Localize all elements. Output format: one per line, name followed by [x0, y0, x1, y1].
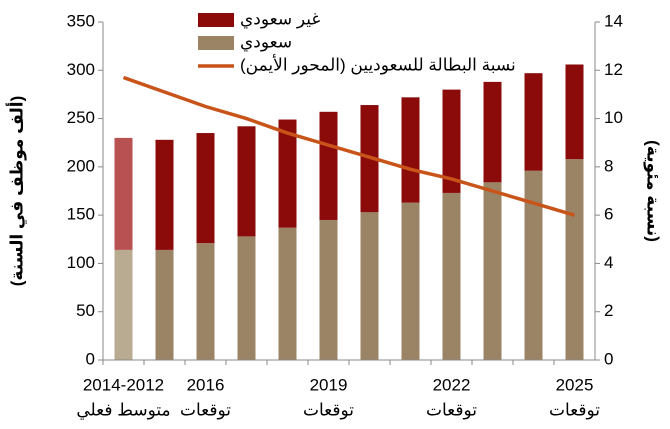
bar — [565, 64, 584, 160]
x-tick-note: متوسط فعلي — [76, 400, 170, 420]
y2-tick-label: 6 — [604, 205, 613, 224]
bar — [278, 119, 297, 228]
y-tick-label: 150 — [67, 205, 95, 224]
bar — [114, 137, 133, 250]
x-tick-label: 2014-2012 — [83, 375, 164, 394]
y-tick-label: 200 — [67, 156, 95, 175]
bar — [319, 219, 338, 360]
bar — [155, 249, 174, 360]
legend-swatch — [198, 36, 234, 50]
bar — [278, 227, 297, 360]
bar — [483, 182, 502, 360]
x-tick-note: توقعات — [303, 400, 354, 419]
legend-swatch — [198, 13, 234, 27]
bar — [360, 212, 379, 360]
bar — [155, 139, 174, 250]
bar — [237, 236, 256, 360]
y2-tick-label: 10 — [604, 108, 623, 127]
y-tick-label: 0 — [86, 349, 95, 368]
x-tick-label: 2025 — [556, 375, 594, 394]
y2-axis-title: (نسبة مئوية) — [643, 140, 663, 242]
x-tick-note: توقعات — [549, 400, 600, 419]
y-tick-label: 300 — [67, 60, 95, 79]
y-tick-label: 350 — [67, 11, 95, 30]
y2-tick-label: 2 — [604, 301, 613, 320]
bar — [196, 133, 215, 244]
y-tick-label: 250 — [67, 108, 95, 127]
x-tick-label: 2022 — [433, 375, 471, 394]
bar — [237, 126, 256, 237]
bar — [114, 249, 133, 360]
bar — [483, 81, 502, 183]
bar — [524, 170, 543, 360]
x-tick-label: 2016 — [187, 375, 225, 394]
bar — [442, 192, 461, 360]
y2-tick-label: 4 — [604, 253, 613, 272]
y-tick-label: 50 — [76, 301, 95, 320]
y-tick-label: 100 — [67, 253, 95, 272]
legend-label: غير سعودي — [240, 9, 320, 29]
line — [122, 75, 575, 217]
y2-tick-label: 8 — [604, 156, 613, 175]
y2-tick-label: 12 — [604, 60, 623, 79]
bar — [442, 89, 461, 193]
x-tick-label: 2019 — [310, 375, 348, 394]
y-axis-title: (ألف موظف في السنة) — [5, 96, 27, 286]
bar — [565, 159, 584, 360]
bar — [401, 97, 420, 203]
legend-label: سعودي — [240, 32, 292, 52]
bar — [196, 243, 215, 360]
x-tick-note: توقعات — [180, 400, 231, 419]
bar — [524, 73, 543, 171]
bar — [319, 111, 338, 220]
x-tick-note: توقعات — [426, 400, 477, 419]
bar — [401, 202, 420, 360]
y2-tick-label: 0 — [604, 349, 613, 368]
legend-label: نسبة البطالة للسعوديين (المحور الأيمن) — [240, 54, 516, 74]
y2-tick-label: 14 — [604, 11, 623, 30]
